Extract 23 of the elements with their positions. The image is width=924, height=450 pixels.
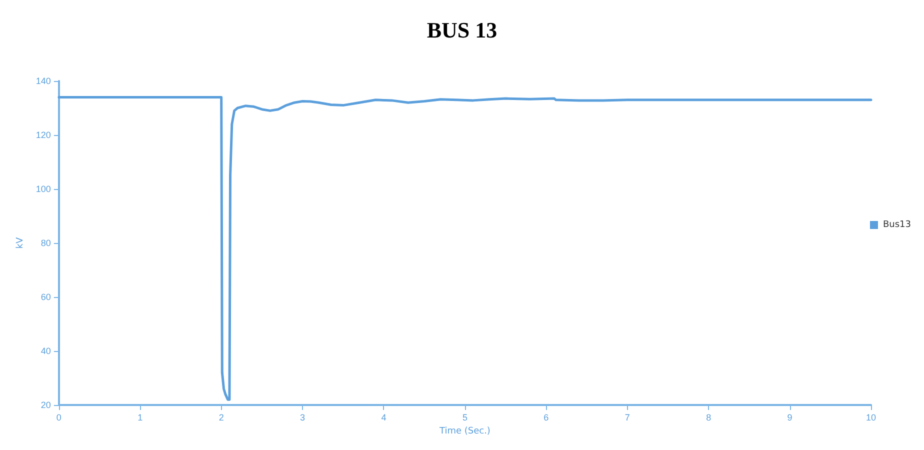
y-tick-label: 40 <box>40 346 51 356</box>
x-tick-label: 10 <box>866 412 876 422</box>
x-tick-label: 1 <box>138 412 143 422</box>
x-tick-label: 9 <box>787 412 792 422</box>
x-tick-label: 5 <box>462 412 468 422</box>
x-tick-label: 8 <box>706 412 712 422</box>
y-tick-label: 100 <box>36 184 51 194</box>
x-tick-label: 4 <box>381 412 386 422</box>
x-axis-title: Time (Sec.) <box>438 426 490 436</box>
x-tick-label: 0 <box>56 412 62 422</box>
x-tick-label: 6 <box>544 412 549 422</box>
chart-title: BUS 13 <box>426 18 498 42</box>
y-tick-label: 140 <box>36 76 51 86</box>
y-tick-label: 20 <box>40 400 51 410</box>
x-tick-label: 7 <box>624 412 630 422</box>
y-tick-label: 60 <box>40 292 51 302</box>
y-tick-label: 120 <box>36 130 51 140</box>
y-axis-title: kV <box>16 236 26 249</box>
line-series <box>58 96 872 401</box>
x-tick-label: 2 <box>218 412 224 422</box>
legend-label: Bus13 <box>882 220 912 230</box>
x-tick-label: 3 <box>300 412 306 422</box>
y-tick-label: 80 <box>40 238 51 248</box>
